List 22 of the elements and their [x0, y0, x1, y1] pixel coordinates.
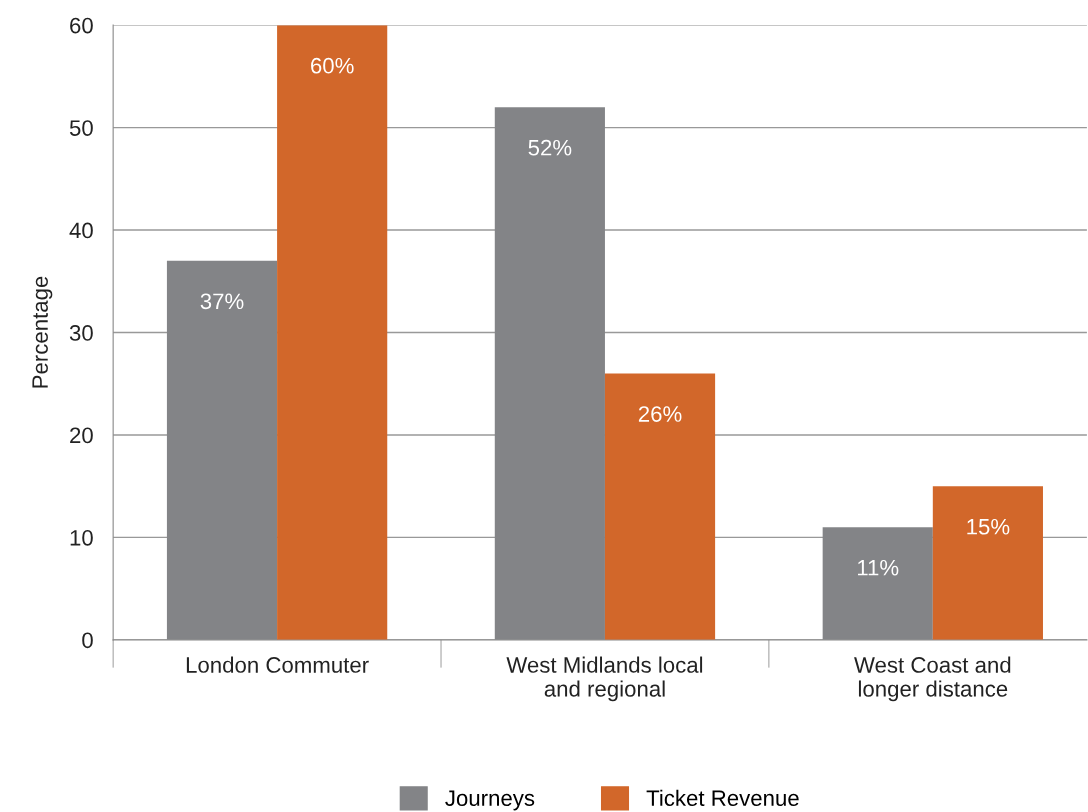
legend-label: Journeys — [445, 790, 535, 811]
data-label: 15% — [967, 518, 1010, 535]
data-label: 52% — [528, 139, 572, 156]
y-axis-title: Percentage — [32, 276, 53, 388]
y-tick-label: 40 — [69, 222, 93, 239]
y-tick-label: 50 — [69, 120, 93, 136]
x-tick-label: London Commuter — [186, 656, 369, 673]
data-label: 60% — [311, 57, 354, 74]
y-tick-label: 60 — [70, 17, 93, 34]
y-tick-label: 0 — [82, 632, 93, 649]
legend-label: Ticket Revenue — [646, 789, 799, 807]
bar — [277, 25, 388, 640]
bar — [604, 373, 716, 640]
x-tick-label: West Coast and longer distance — [854, 656, 1011, 702]
y-tick-label: 20 — [70, 427, 93, 444]
y-tick-label: 10 — [70, 529, 93, 546]
data-label: 37% — [200, 293, 244, 310]
x-tick-label: West Midlands local and regional — [506, 656, 703, 702]
y-tick-label: 30 — [69, 325, 93, 341]
data-label: 26% — [638, 406, 682, 422]
bar — [932, 486, 1043, 640]
data-label: 11% — [858, 559, 899, 576]
